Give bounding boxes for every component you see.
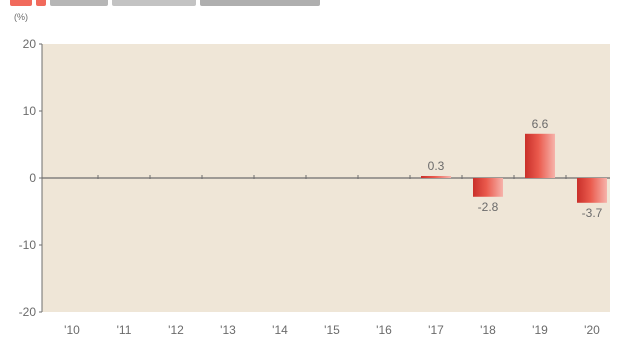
bars bbox=[421, 133, 607, 203]
title-decoration bbox=[10, 0, 32, 6]
data-label: 0.3 bbox=[428, 159, 445, 173]
bar bbox=[473, 178, 503, 197]
x-axis: '10 '11 '12 '13 '14 '15 '16 '17 '18 '19 '20 bbox=[42, 175, 610, 337]
y-tick-label: -10 bbox=[19, 238, 37, 252]
y-tick-label: -20 bbox=[19, 305, 37, 319]
data-label: -2.8 bbox=[478, 200, 499, 214]
x-tick-label: '16 bbox=[376, 323, 392, 337]
data-labels: 0.3 -2.8 6.6 -3.7 bbox=[428, 117, 603, 220]
bar bbox=[577, 178, 607, 203]
y-tick-label: 0 bbox=[29, 171, 36, 185]
x-tick-label: '15 bbox=[324, 323, 340, 337]
x-tick-label: '18 bbox=[480, 323, 496, 337]
title-decoration bbox=[50, 0, 108, 6]
y-axis-unit-label: (%) bbox=[14, 12, 28, 22]
y-axis: -20 -10 0 10 20 bbox=[19, 37, 43, 319]
x-tick-label: '12 bbox=[168, 323, 184, 337]
x-tick-label: '20 bbox=[584, 323, 600, 337]
x-tick-label: '13 bbox=[220, 323, 236, 337]
bar bbox=[525, 133, 555, 178]
title-decoration bbox=[112, 0, 196, 6]
data-label: -3.7 bbox=[582, 206, 603, 220]
x-tick-label: '10 bbox=[64, 323, 80, 337]
title-decoration bbox=[200, 0, 320, 6]
y-tick-label: 10 bbox=[23, 104, 37, 118]
x-tick-label: '11 bbox=[117, 323, 132, 337]
x-tick-label: '19 bbox=[532, 323, 548, 337]
x-tick-label: '17 bbox=[428, 323, 444, 337]
y-tick-label: 20 bbox=[23, 37, 37, 51]
title-decoration bbox=[36, 0, 46, 6]
data-label: 6.6 bbox=[532, 117, 549, 131]
x-tick-label: '14 bbox=[272, 323, 288, 337]
bar bbox=[421, 175, 451, 178]
